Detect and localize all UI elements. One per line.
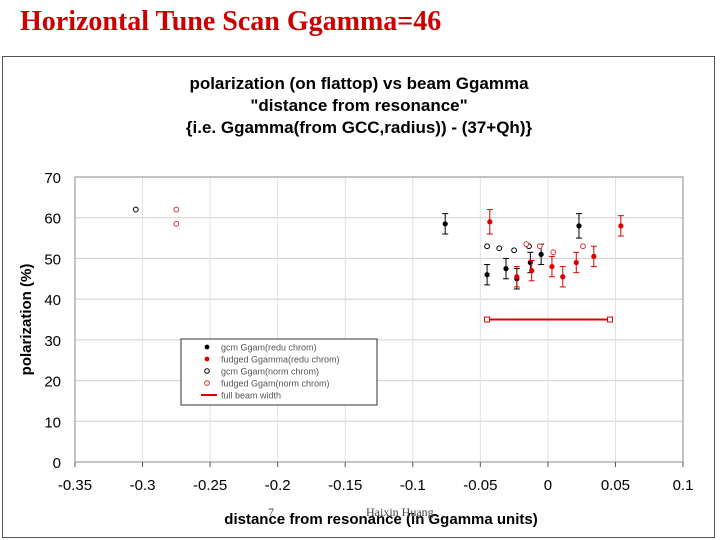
data-point xyxy=(573,259,579,266)
legend-swatch xyxy=(204,380,210,386)
legend-entry: fudged Ggam(norm chrom) xyxy=(221,379,330,389)
plot-area xyxy=(74,176,684,463)
data-point xyxy=(550,249,557,256)
x-tick-label: -0.1 xyxy=(400,477,426,494)
x-tick-label: -0.25 xyxy=(193,477,227,494)
y-tick-label: 0 xyxy=(53,455,61,472)
data-point xyxy=(618,223,624,229)
x-tick-label: -0.15 xyxy=(328,477,362,494)
legend-entry: gcm Ggam(redu chrom) xyxy=(221,343,317,353)
legend-swatch xyxy=(204,344,210,350)
data-point xyxy=(523,241,530,248)
data-point xyxy=(560,274,566,280)
data-point xyxy=(591,253,597,259)
page-number: 7 xyxy=(268,505,274,519)
beam-width-endpoint xyxy=(607,316,614,323)
data-point xyxy=(503,266,509,272)
y-tick-label: 30 xyxy=(44,333,61,350)
x-tick-label: -0.35 xyxy=(58,477,92,494)
y-tick-label: 50 xyxy=(44,251,61,268)
x-tick-label: 0 xyxy=(544,477,552,494)
data-point xyxy=(576,223,582,229)
chart-title-line: "distance from resonance" xyxy=(250,96,467,115)
x-tick-label: -0.2 xyxy=(265,477,291,494)
legend-swatch xyxy=(204,368,210,374)
data-point xyxy=(484,243,490,250)
data-point xyxy=(496,245,503,252)
data-point xyxy=(132,206,139,213)
legend-entry: full beam width xyxy=(221,391,281,401)
y-tick-label: 20 xyxy=(44,374,61,391)
y-tick-label: 10 xyxy=(44,414,61,431)
chart-frame: polarization (on flattop) vs beam Ggamma… xyxy=(2,56,715,538)
data-point xyxy=(538,251,544,257)
x-tick-label: 0.05 xyxy=(601,477,630,494)
legend-swatch xyxy=(204,356,210,362)
data-point xyxy=(549,263,555,270)
x-tick-label: -0.3 xyxy=(130,477,156,494)
data-point xyxy=(529,268,535,274)
x-tick-label: -0.05 xyxy=(463,477,497,494)
data-point xyxy=(580,243,586,250)
data-point xyxy=(536,243,543,250)
author-name: Haixin Huang xyxy=(366,505,434,519)
x-tick-label: 0.1 xyxy=(673,477,694,494)
beam-width-endpoint xyxy=(484,316,491,323)
chart: polarization (on flattop) vs beam Ggamma… xyxy=(18,74,694,528)
chart-title-line: polarization (on flattop) vs beam Ggamma xyxy=(189,74,529,93)
data-point xyxy=(511,247,518,254)
y-tick-label: 40 xyxy=(44,292,61,309)
y-tick-label: 60 xyxy=(44,211,61,228)
slide-title: Horizontal Tune Scan Ggamma=46 xyxy=(20,6,442,37)
data-point xyxy=(173,206,180,213)
y-axis-label: polarization (%) xyxy=(18,264,35,376)
legend-entry: fudged Ggamma(redu chrom) xyxy=(221,355,340,365)
chart-title-line: {i.e. Ggamma(from GCC,radius)) - (37+Qh)… xyxy=(186,118,533,137)
x-axis-label: distance from resonance (in Ggamma units… xyxy=(224,511,537,528)
legend-entry: gcm Ggam(norm chrom) xyxy=(221,367,319,377)
y-tick-label: 70 xyxy=(44,170,61,187)
data-point xyxy=(487,219,493,225)
data-point xyxy=(514,274,520,280)
data-point xyxy=(442,221,448,227)
data-point xyxy=(484,272,490,278)
data-point xyxy=(173,220,180,227)
